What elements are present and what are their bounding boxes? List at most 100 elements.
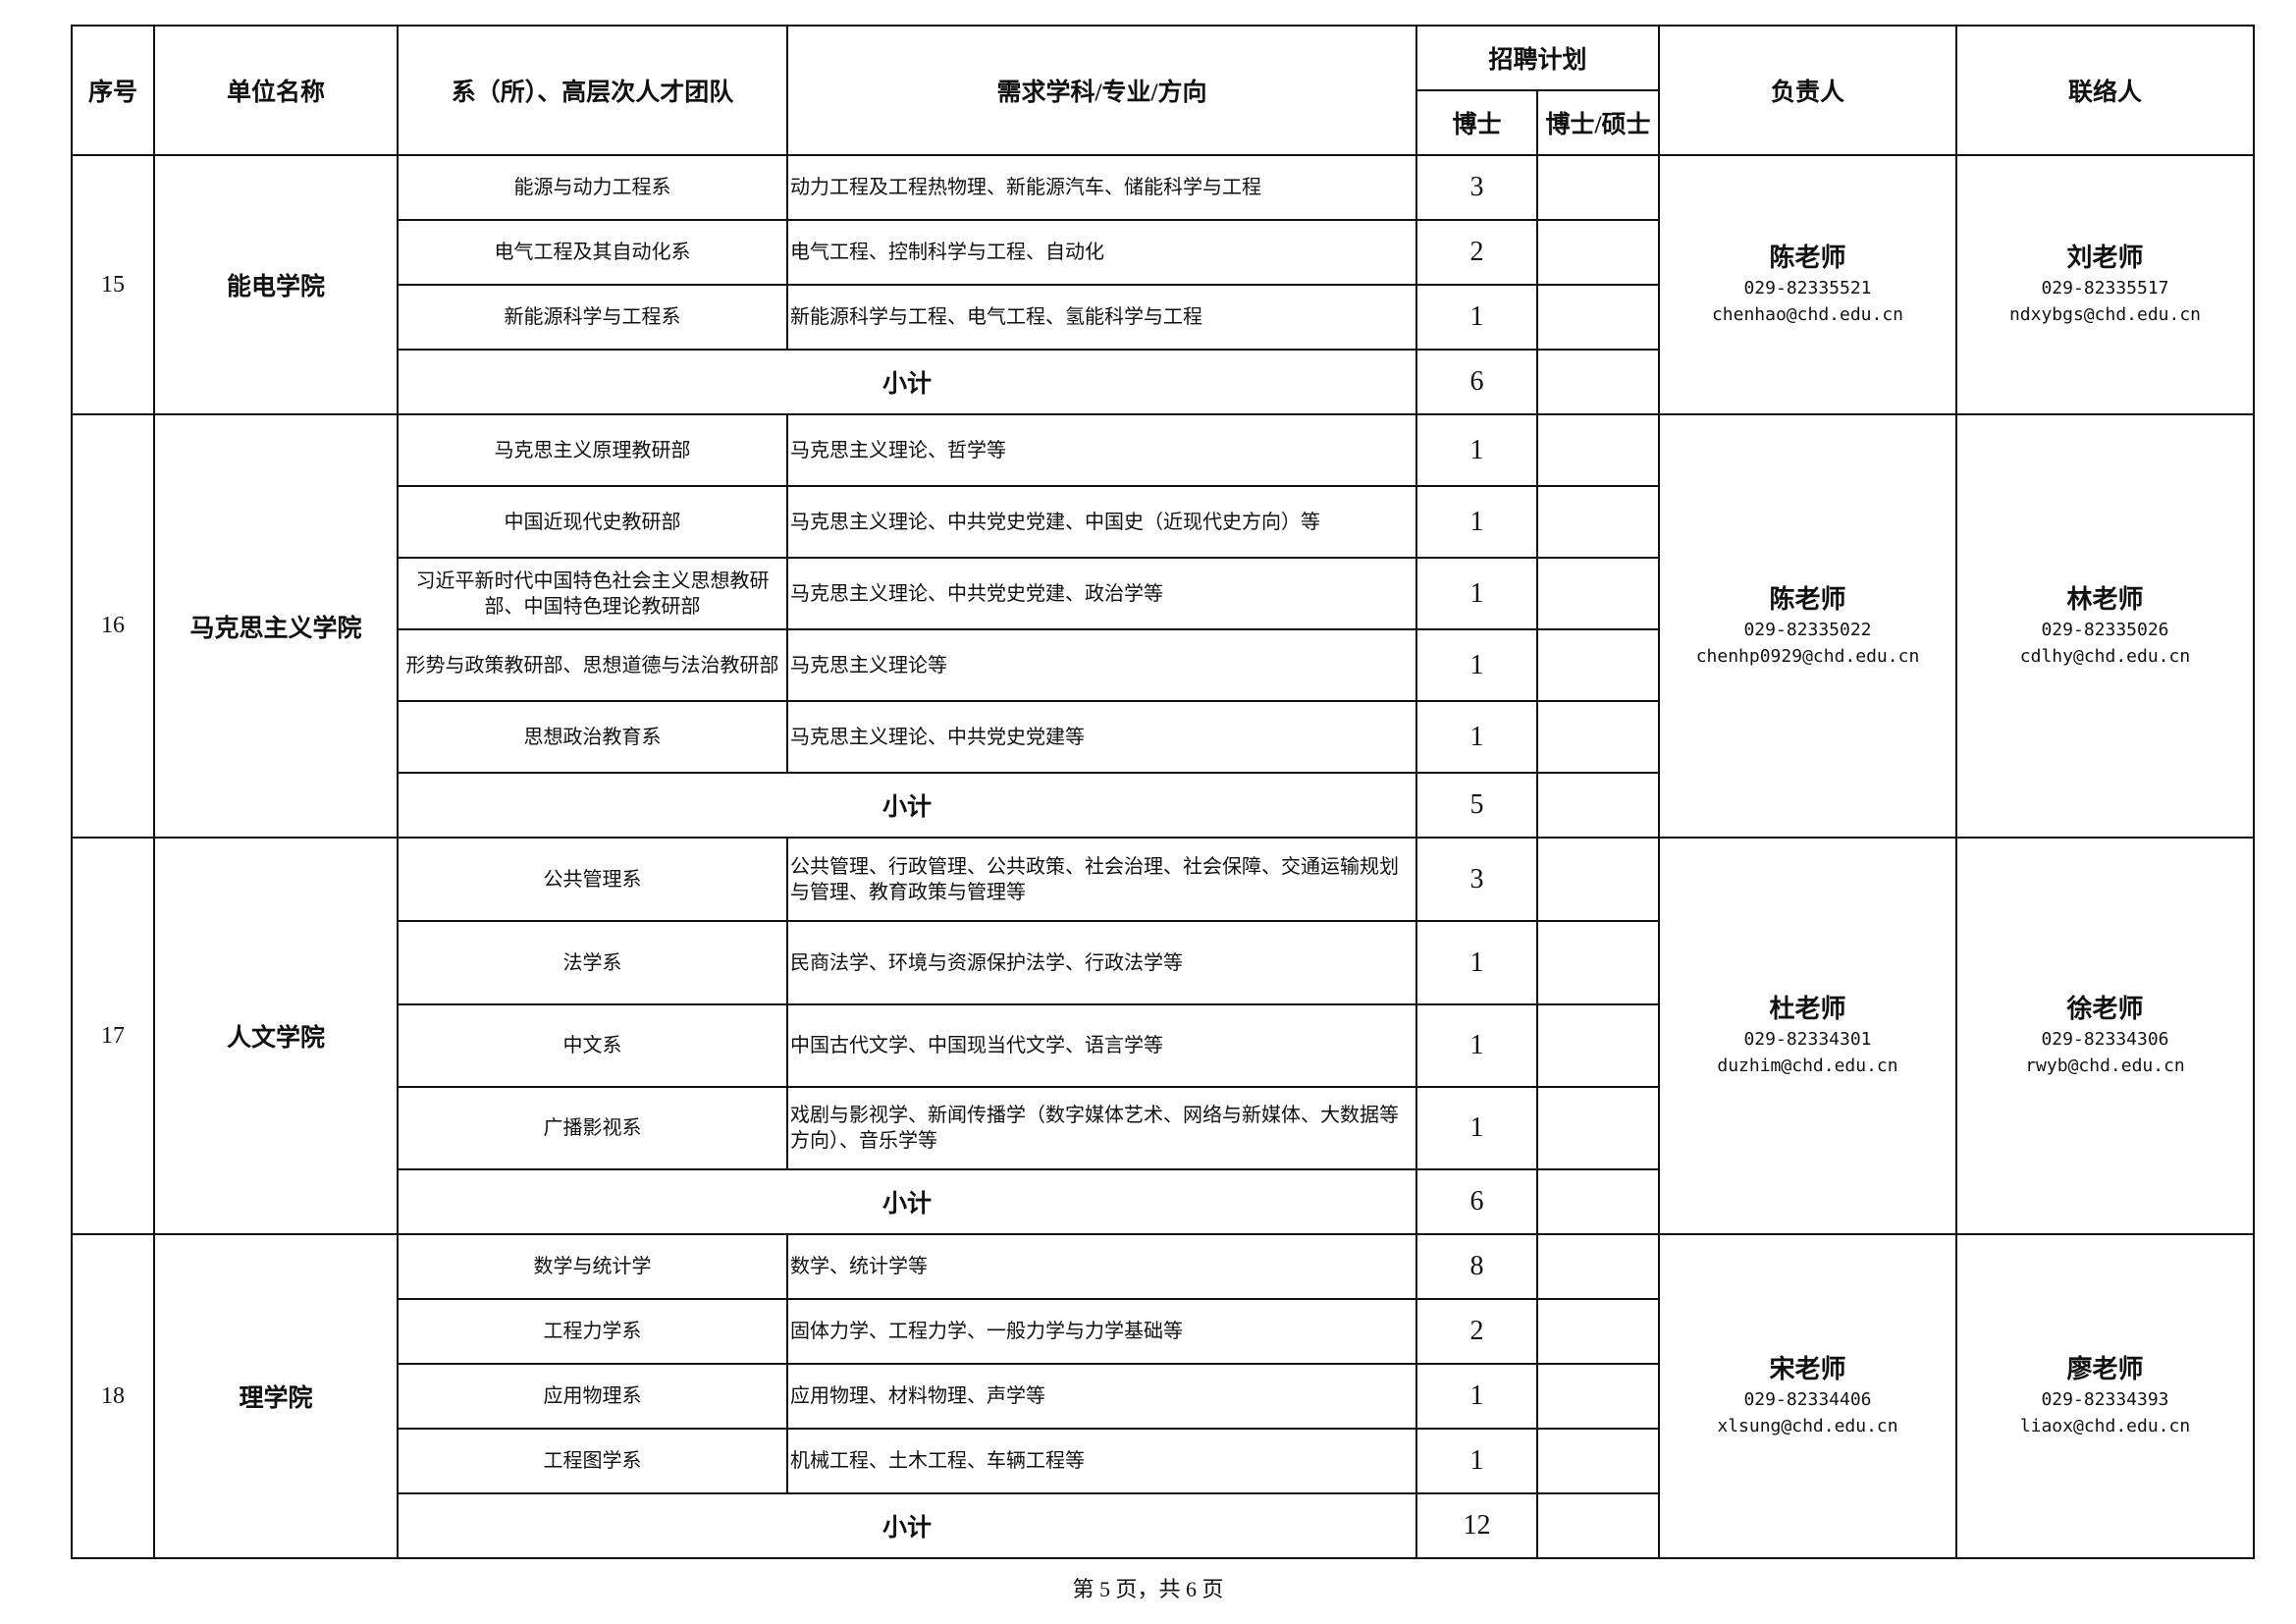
subtotal-label: 小计 <box>397 772 1417 839</box>
subtotal-label: 小计 <box>397 1492 1417 1559</box>
phd-master-count <box>1536 154 1660 221</box>
leader-email: duzhim@chd.edu.cn <box>1717 1056 1898 1076</box>
subject-text: 中国古代文学、中国现当代文学、语言学等 <box>786 1003 1417 1088</box>
unit-name: 理学院 <box>153 1233 399 1559</box>
contact-cell: 林老师 029-82335026 cdlhy@chd.edu.cn <box>1955 413 2255 839</box>
dept-name: 工程力学系 <box>397 1298 788 1365</box>
table-row: 习近平新时代中国特色社会主义思想教研部、中国特色理论教研部 马克思主义理论、中共党… <box>72 557 2254 630</box>
table-row: 广播影视系 戏剧与影视学、新闻传播学（数字媒体艺术、网络与新媒体、大数据等方向）、… <box>72 1086 2254 1170</box>
subtotal-row: 小计 6 <box>72 1168 2254 1235</box>
leader-email: chenhao@chd.edu.cn <box>1711 304 1904 325</box>
unit-name: 能电学院 <box>153 154 399 415</box>
phd-master-count <box>1536 219 1660 286</box>
header-contact: 联络人 <box>1955 25 2255 156</box>
table-row: 应用物理系 应用物理、材料物理、声学等 1 <box>72 1363 2254 1430</box>
subject-text: 电气工程、控制科学与工程、自动化 <box>786 219 1417 286</box>
phd-master-count <box>1536 1298 1660 1365</box>
leader-cell: 宋老师 029-82334406 xlsung@chd.edu.cn <box>1658 1233 1957 1559</box>
unit-name: 马克思主义学院 <box>153 413 399 839</box>
subject-text: 固体力学、工程力学、一般力学与力学基础等 <box>786 1298 1417 1365</box>
page-footer: 第 5 页，共 6 页 <box>1072 1577 1224 1601</box>
table-row: 工程力学系 固体力学、工程力学、一般力学与力学基础等 2 <box>72 1298 2254 1365</box>
phd-master-count <box>1536 1428 1660 1494</box>
header-subject: 需求学科/专业/方向 <box>786 25 1417 156</box>
contact-cell: 徐老师 029-82334306 rwyb@chd.edu.cn <box>1955 837 2255 1235</box>
phd-count: 8 <box>1415 1233 1538 1300</box>
contact-email: cdlhy@chd.edu.cn <box>2019 645 2191 667</box>
leader-email: chenhp0929@chd.edu.cn <box>1695 645 1920 667</box>
phd-count: 1 <box>1415 485 1538 559</box>
dept-name: 马克思主义原理教研部 <box>397 413 788 487</box>
group-index: 17 <box>71 837 155 1235</box>
subject-text: 民商法学、环境与资源保护法学、行政法学等 <box>786 920 1417 1005</box>
dept-name: 工程图学系 <box>397 1428 788 1494</box>
subtotal-phd-master <box>1536 1168 1660 1235</box>
dept-name: 广播影视系 <box>397 1086 788 1170</box>
subtotal-phd-master <box>1536 349 1660 415</box>
subtotal-row: 小计 6 <box>72 349 2254 415</box>
group-index: 18 <box>71 1233 155 1559</box>
subject-text: 动力工程及工程热物理、新能源汽车、储能科学与工程 <box>786 154 1417 221</box>
subtotal-row: 小计 12 <box>72 1492 2254 1559</box>
contact-phone: 029-82335026 <box>2041 619 2169 640</box>
header-plan: 招聘计划 <box>1415 25 1660 91</box>
subject-text: 马克思主义理论、哲学等 <box>786 413 1417 487</box>
recruitment-table: 序号 单位名称 系（所）、高层次人才团队 需求学科/专业/方向 招聘计划 负责人… <box>71 25 2255 1559</box>
contact-email: rwyb@chd.edu.cn <box>2025 1056 2185 1076</box>
header-phd: 博士 <box>1415 89 1538 156</box>
subject-text: 马克思主义理论、中共党史党建、政治学等 <box>786 557 1417 630</box>
phd-master-count <box>1536 485 1660 559</box>
contact-phone: 029-82335517 <box>2041 278 2169 298</box>
dept-name: 中国近现代史教研部 <box>397 485 788 559</box>
leader-name: 宋老师 <box>1769 1355 1846 1383</box>
leader-cell: 陈老师 029-82335521 chenhao@chd.edu.cn <box>1658 154 1957 415</box>
contact-phone: 029-82334306 <box>2041 1029 2169 1050</box>
phd-master-count <box>1536 628 1660 702</box>
subtotal-label: 小计 <box>397 349 1417 415</box>
header-leader: 负责人 <box>1658 25 1957 156</box>
phd-count: 1 <box>1415 413 1538 487</box>
phd-count: 1 <box>1415 1086 1538 1170</box>
dept-name: 中文系 <box>397 1003 788 1088</box>
dept-name: 法学系 <box>397 920 788 1005</box>
leader-phone: 029-82335022 <box>1743 619 1872 640</box>
table-row: 16 马克思主义学院 马克思主义原理教研部 马克思主义理论、哲学等 1 陈老师 029-82… <box>71 413 2255 839</box>
phd-count: 1 <box>1415 1428 1538 1494</box>
subtotal-value: 6 <box>1415 349 1538 415</box>
contact-name: 徐老师 <box>2066 995 2144 1023</box>
subtotal-value: 12 <box>1415 1492 1538 1559</box>
dept-name: 形势与政策教研部、思想道德与法治教研部 <box>397 628 788 702</box>
phd-count: 1 <box>1415 284 1538 351</box>
phd-master-count <box>1536 1363 1660 1430</box>
subtotal-value: 6 <box>1415 1168 1538 1235</box>
table-row: 中文系 中国古代文学、中国现当代文学、语言学等 1 <box>72 1003 2254 1088</box>
dept-name: 思想政治教育系 <box>397 700 788 774</box>
table-row: 电气工程及其自动化系 电气工程、控制科学与工程、自动化 2 <box>72 219 2254 286</box>
phd-master-count <box>1536 920 1660 1005</box>
contact-email: liaox@chd.edu.cn <box>2019 1416 2191 1436</box>
subject-text: 机械工程、土木工程、车辆工程等 <box>786 1428 1417 1494</box>
subtotal-phd-master <box>1536 772 1660 839</box>
subject-text: 数学、统计学等 <box>786 1233 1417 1300</box>
header-unit: 单位名称 <box>153 25 399 156</box>
table-body: 15 能电学院 能源与动力工程系 动力工程及工程热物理、新能源汽车、储能科学与工程 3 陈… <box>71 154 2255 1559</box>
unit-name: 人文学院 <box>153 837 399 1235</box>
table-row: 形势与政策教研部、思想道德与法治教研部 马克思主义理论等 1 <box>72 628 2254 702</box>
phd-count: 3 <box>1415 837 1538 922</box>
subtotal-row: 小计 5 <box>72 772 2254 839</box>
subtotal-value: 5 <box>1415 772 1538 839</box>
table-row: 15 能电学院 能源与动力工程系 动力工程及工程热物理、新能源汽车、储能科学与工程 3 陈… <box>71 154 2255 415</box>
leader-cell: 杜老师 029-82334301 duzhim@chd.edu.cn <box>1658 837 1957 1235</box>
leader-name: 陈老师 <box>1769 584 1846 614</box>
subtotal-phd-master <box>1536 1492 1660 1559</box>
phd-master-count <box>1536 1003 1660 1088</box>
leader-name: 陈老师 <box>1769 244 1846 272</box>
contact-email: ndxybgs@chd.edu.cn <box>2008 304 2202 325</box>
phd-count: 3 <box>1415 154 1538 221</box>
leader-name: 杜老师 <box>1769 995 1846 1023</box>
subject-text: 马克思主义理论、中共党史党建、中国史（近现代史方向）等 <box>786 485 1417 559</box>
dept-name: 公共管理系 <box>397 837 788 922</box>
phd-count: 1 <box>1415 1363 1538 1430</box>
header-phd-master: 博士/硕士 <box>1536 89 1660 156</box>
leader-phone: 029-82335521 <box>1743 278 1872 298</box>
